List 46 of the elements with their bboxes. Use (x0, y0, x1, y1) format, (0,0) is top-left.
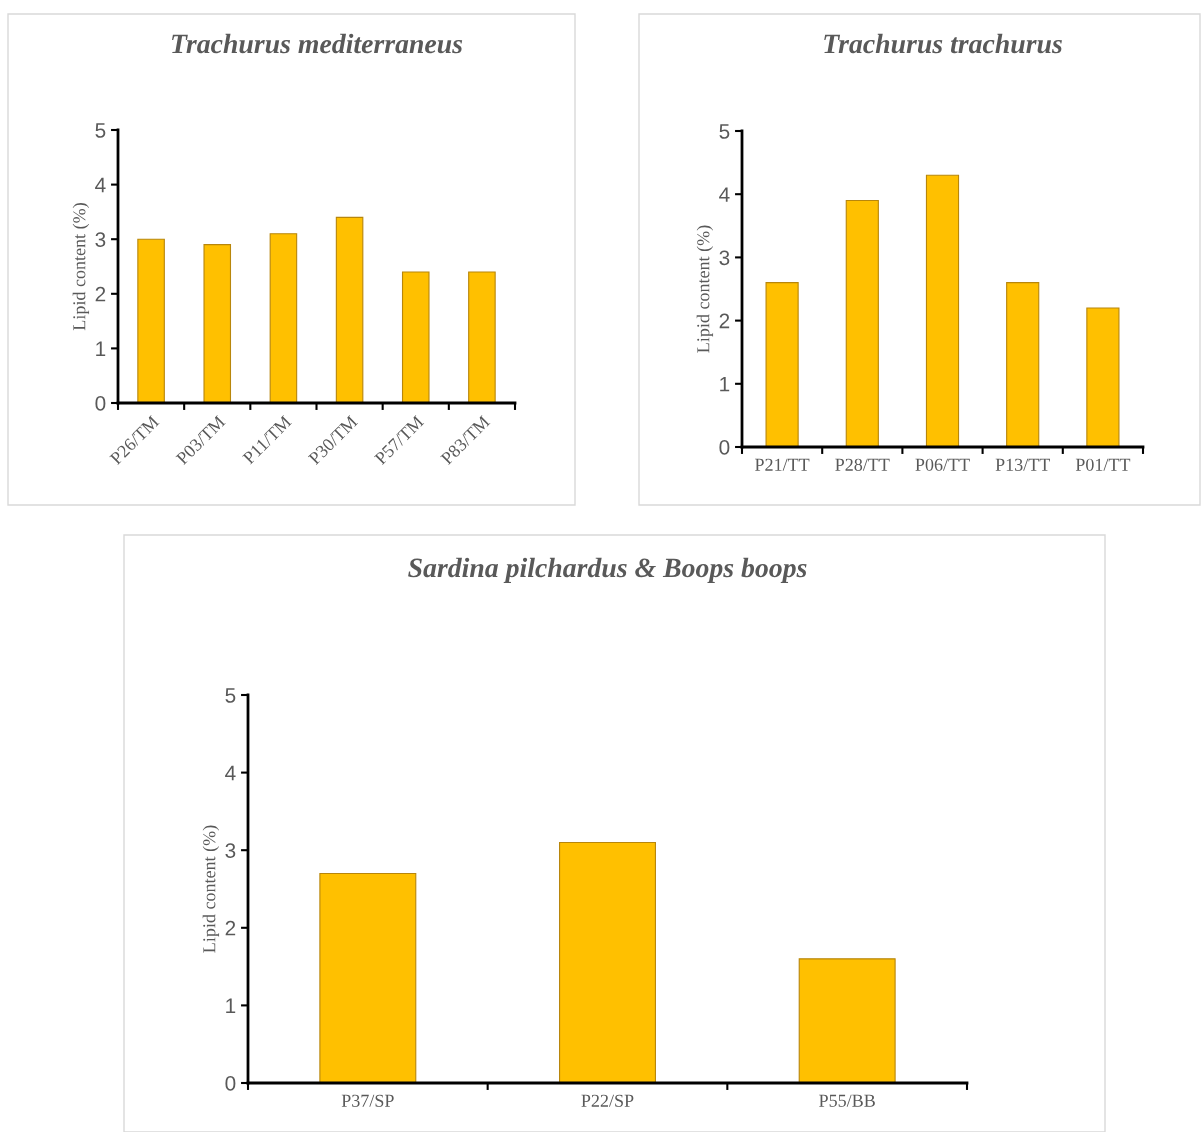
y-tick-label: 0 (719, 440, 730, 455)
bar (925, 174, 960, 447)
y-tick-label: 3 (225, 843, 236, 858)
y-tick-label: 3 (95, 232, 106, 247)
bar (269, 233, 298, 403)
y-tick-label: 1 (226, 998, 236, 1013)
bar (559, 841, 656, 1083)
y-tick-label: 5 (225, 688, 236, 703)
y-tick-label: 4 (719, 187, 730, 202)
y-axis-title: Lipid content (%) (696, 225, 714, 353)
chart-title: Trachurus trachurus (824, 33, 1062, 54)
y-tick-label: 3 (719, 250, 730, 266)
x-tick-label: P06/TT (915, 458, 970, 471)
bar (845, 199, 879, 447)
y-axis-title: Lipid content (%) (72, 203, 90, 331)
bar (401, 271, 430, 403)
y-tick-label: 0 (225, 1076, 236, 1091)
y-tick-label: 1 (720, 377, 730, 392)
x-tick-label: P28/TT (835, 458, 890, 471)
bar (1086, 307, 1120, 447)
x-tick-label: P13/TT (995, 458, 1050, 471)
y-tick-label: 2 (95, 286, 106, 302)
chart-title: Trachurus mediterraneus (172, 33, 463, 54)
y-tick-label: 4 (225, 765, 236, 781)
y-tick-label: 4 (95, 177, 106, 193)
bar (319, 872, 417, 1083)
chart-title: Sardina pilchardus & Boops boops (408, 557, 807, 583)
y-tick-label: 0 (95, 396, 106, 411)
y-tick-label: 5 (719, 124, 730, 139)
x-tick-label: P01/TT (1075, 458, 1131, 471)
bar (468, 271, 496, 403)
bar (1006, 282, 1040, 447)
x-tick-label: P37/SP (341, 1094, 394, 1107)
y-axis-title: Lipid content (%) (202, 825, 220, 953)
y-tick-label: 2 (225, 920, 236, 936)
bar (798, 958, 896, 1083)
bar (203, 244, 232, 403)
bar (335, 216, 364, 403)
x-tick-label: P22/SP (581, 1094, 634, 1107)
bar (137, 238, 165, 403)
y-tick-label: 5 (95, 123, 106, 138)
x-tick-label: P21/TT (755, 458, 810, 471)
x-tick-label: P55/BB (819, 1094, 875, 1107)
y-tick-label: 2 (719, 313, 730, 329)
y-tick-label: 1 (96, 341, 106, 356)
bar (765, 282, 799, 447)
